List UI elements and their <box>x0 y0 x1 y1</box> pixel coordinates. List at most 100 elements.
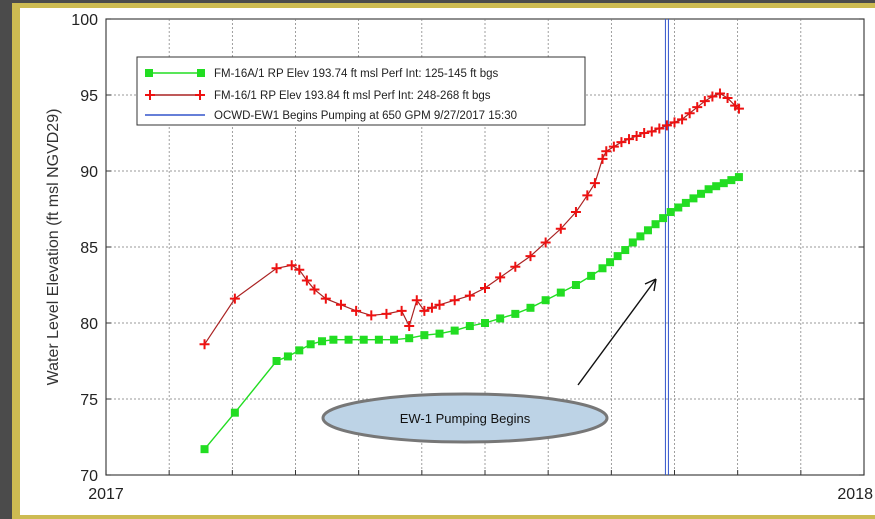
point-fm16a-13 <box>420 331 429 340</box>
point-fm16-48 <box>733 103 744 114</box>
point-fm16a-40 <box>712 182 721 191</box>
point-fm16-4 <box>294 264 305 275</box>
point-fm16a-0 <box>200 445 209 454</box>
point-fm16a-29 <box>628 238 637 247</box>
point-fm16a-18 <box>496 314 505 323</box>
ytick-label-80: 80 <box>80 316 98 333</box>
point-fm16a-3 <box>283 352 292 361</box>
point-fm16-5 <box>301 275 312 286</box>
point-fm16-30 <box>601 146 612 157</box>
callout-text: EW-1 Pumping Begins <box>400 411 531 426</box>
point-fm16a-21 <box>541 296 550 305</box>
point-fm16-38 <box>661 120 672 131</box>
point-fm16-16 <box>426 302 437 313</box>
callout-ellipse <box>321 392 609 444</box>
point-fm16-43 <box>699 96 710 107</box>
point-fm16a-15 <box>450 326 459 335</box>
point-fm16-18 <box>449 295 460 306</box>
point-fm16-7 <box>320 293 331 304</box>
point-fm16-34 <box>631 131 642 142</box>
point-fm16a-14 <box>435 329 444 338</box>
xtick-label-2017: 2017 <box>88 486 124 503</box>
point-fm16-45 <box>714 88 725 99</box>
point-fm16-36 <box>646 126 657 137</box>
point-fm16a-24 <box>587 271 596 280</box>
point-fm16a-38 <box>697 189 706 198</box>
ytick-label-100: 100 <box>71 12 98 29</box>
point-fm16-20 <box>480 283 490 294</box>
point-fm16a-22 <box>556 288 565 297</box>
point-fm16-40 <box>677 114 688 125</box>
point-fm16-6 <box>309 284 320 295</box>
x-axis-ticks: 2017 2018 <box>88 470 873 503</box>
point-fm16-41 <box>684 108 695 119</box>
series-layer <box>199 88 744 454</box>
xtick-label-2018: 2018 <box>837 486 873 503</box>
point-fm16-29 <box>597 153 608 164</box>
point-fm16a-41 <box>719 179 728 188</box>
ytick-label-90: 90 <box>80 164 98 181</box>
point-fm16-37 <box>654 123 665 134</box>
legend-marker-fm16a <box>145 69 153 77</box>
ytick-label-85: 85 <box>80 240 98 257</box>
point-fm16-2 <box>271 263 282 274</box>
point-fm16-12 <box>396 305 407 316</box>
ytick-label-95: 95 <box>80 88 98 105</box>
point-fm16a-6 <box>318 337 327 346</box>
point-fm16a-35 <box>674 203 683 212</box>
legend-box <box>136 56 586 126</box>
point-fm16a-12 <box>405 334 414 343</box>
point-fm16a-5 <box>306 340 315 349</box>
point-fm16a-7 <box>329 335 338 344</box>
point-fm16-46 <box>722 93 733 104</box>
point-fm16a-11 <box>390 335 399 344</box>
y-axis-ticks: 70 75 80 85 90 95 100 <box>71 12 864 485</box>
point-fm16-31 <box>608 141 619 152</box>
point-fm16a-4 <box>295 346 304 355</box>
callout-arrow-head <box>644 278 657 292</box>
point-fm16a-31 <box>643 226 652 235</box>
point-fm16-25 <box>555 223 566 234</box>
y-axis-title: Water Level Elevation (ft msl NGVD29) <box>45 109 62 386</box>
point-fm16-22 <box>510 261 521 272</box>
point-fm16-10 <box>366 310 377 321</box>
pumping-start-line <box>664 19 669 475</box>
point-fm16a-37 <box>689 194 698 203</box>
ytick-label-75: 75 <box>80 392 98 409</box>
point-fm16a-26 <box>606 258 615 267</box>
point-fm16-9 <box>351 305 362 316</box>
point-fm16-32 <box>616 137 627 148</box>
callout-arrow-line <box>577 278 657 386</box>
legend-marker-fm16a-end <box>197 69 205 77</box>
point-fm16-28 <box>589 178 600 189</box>
point-fm16-24 <box>540 237 551 248</box>
point-fm16-1 <box>229 293 240 304</box>
point-fm16a-1 <box>230 408 239 417</box>
point-fm16a-34 <box>666 208 675 217</box>
point-fm16-3 <box>286 260 297 271</box>
point-fm16a-28 <box>621 246 630 255</box>
legend-label-ew1: OCWD-EW1 Begins Pumping at 650 GPM 9/27/… <box>214 110 517 122</box>
point-fm16a-43 <box>734 173 743 182</box>
point-fm16-27 <box>582 190 593 201</box>
point-fm16a-10 <box>374 335 383 344</box>
point-fm16-13 <box>404 321 415 332</box>
point-fm16a-42 <box>727 176 736 185</box>
point-fm16-11 <box>381 308 392 319</box>
point-fm16a-30 <box>636 232 645 241</box>
point-fm16a-39 <box>704 185 713 194</box>
point-fm16-15 <box>419 305 430 316</box>
point-fm16a-23 <box>571 281 580 289</box>
point-fm16-44 <box>707 91 718 102</box>
legend-label-fm16: FM-16/1 RP Elev 193.84 ft msl Perf Int: … <box>214 90 491 102</box>
point-fm16-19 <box>464 290 475 301</box>
point-fm16-26 <box>570 207 581 218</box>
point-fm16a-8 <box>344 335 353 344</box>
point-fm16a-33 <box>659 214 668 223</box>
point-fm16-21 <box>495 272 506 283</box>
point-fm16a-20 <box>526 303 535 312</box>
point-fm16-0 <box>199 339 210 350</box>
legend-marker-fm16 <box>145 90 205 100</box>
point-fm16a-2 <box>272 357 281 365</box>
